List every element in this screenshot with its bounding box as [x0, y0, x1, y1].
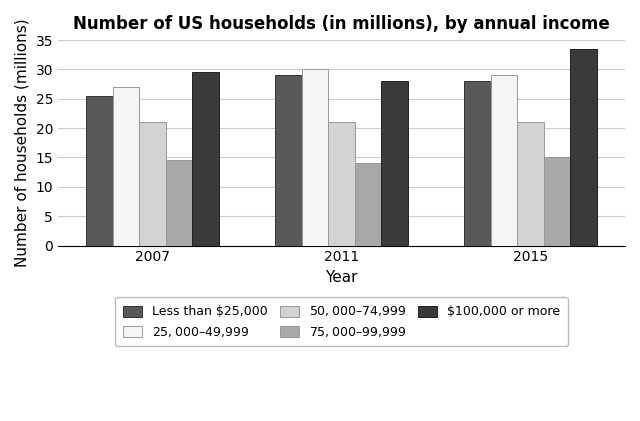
Title: Number of US households (in millions), by annual income: Number of US households (in millions), b… — [73, 15, 610, 33]
Bar — [544, 157, 570, 245]
Legend: Less than $25,000, $25,000–$49,999, $50,000–$74,999, $75,000–$99,999, $100,000 o: Less than $25,000, $25,000–$49,999, $50,… — [115, 297, 568, 346]
Bar — [328, 122, 355, 245]
Bar — [355, 163, 381, 245]
Bar — [570, 49, 596, 245]
Bar — [491, 75, 517, 245]
Bar — [302, 69, 328, 245]
Bar — [381, 81, 408, 245]
Bar — [86, 96, 113, 245]
Bar — [113, 87, 140, 245]
Bar — [517, 122, 544, 245]
Bar — [465, 81, 491, 245]
Bar — [275, 75, 302, 245]
Bar — [166, 160, 192, 245]
Bar — [140, 122, 166, 245]
Bar — [192, 72, 219, 245]
Y-axis label: Number of households (millions): Number of households (millions) — [15, 19, 30, 267]
X-axis label: Year: Year — [325, 270, 358, 285]
